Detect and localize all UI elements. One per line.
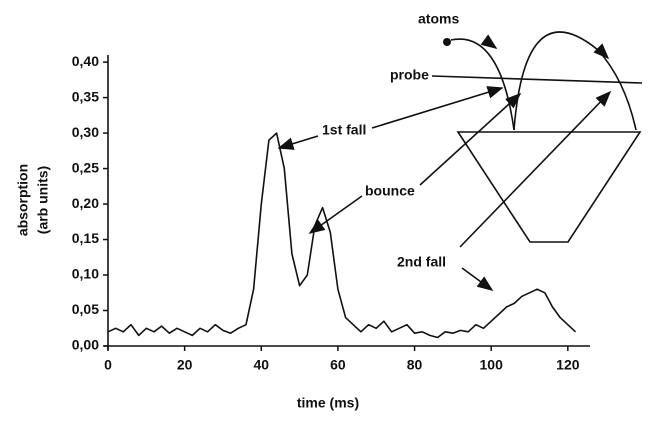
annotation: 2nd fall — [397, 254, 446, 270]
y-tick-label: 0,15 — [72, 230, 99, 246]
annotation: atoms — [418, 11, 459, 27]
x-tick-label: 60 — [330, 357, 346, 373]
y-tick-label: 0,30 — [72, 124, 99, 140]
y-tick-label: 0,00 — [72, 337, 99, 353]
x-tick-label: 20 — [177, 357, 193, 373]
y-tick-label: 0,20 — [72, 195, 99, 211]
diagram — [277, 31, 643, 291]
y-tick-label: 0,40 — [72, 53, 99, 69]
data-line — [107, 132, 577, 339]
x-tick-label: 120 — [556, 357, 580, 373]
annotation: probe — [390, 67, 429, 83]
y-tick-label: 0,35 — [72, 88, 99, 104]
x-tick-label: 100 — [480, 357, 504, 373]
y-tick-label: 0,10 — [72, 266, 99, 282]
y-axis-label: (arb units) — [35, 166, 51, 234]
y-axis-label: absorption — [15, 164, 31, 236]
x-axis-label: time (ms) — [297, 395, 359, 411]
x-tick-label: 0 — [104, 357, 112, 373]
annotation: 1st fall — [322, 122, 366, 138]
x-tick-label: 40 — [253, 357, 269, 373]
y-tick-label: 0,05 — [72, 301, 99, 317]
y-tick-label: 0,25 — [72, 159, 99, 175]
annotation: bounce — [365, 183, 415, 199]
x-tick-label: 80 — [407, 357, 423, 373]
